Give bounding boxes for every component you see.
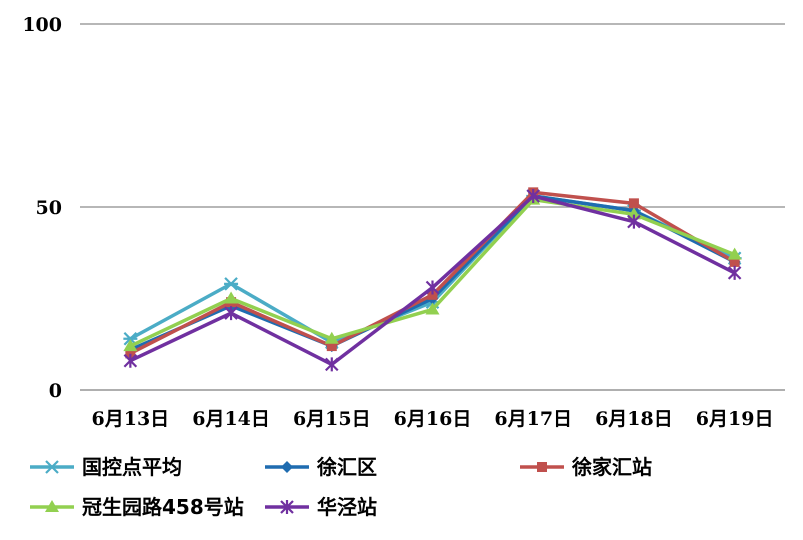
x-tick-label: 6月13日: [92, 408, 170, 430]
x-tick-label: 6月19日: [696, 408, 774, 430]
gridlines: [80, 23, 785, 391]
data-point: [224, 291, 239, 304]
data-point: [224, 277, 239, 291]
data-point: [526, 189, 540, 204]
data-point: [123, 339, 138, 352]
series-lines: [123, 187, 742, 372]
y-axis-ticks: 0 50 100: [22, 14, 62, 402]
x-tick-label: 6月16日: [394, 408, 472, 430]
legend-label: 冠生园路458号站: [82, 495, 244, 519]
x-tick-label: 6月15日: [293, 408, 371, 430]
legend-marker: [281, 461, 293, 473]
data-point: [627, 214, 641, 229]
series-2: [125, 187, 740, 359]
x-tick-label: 6月17日: [494, 408, 572, 430]
x-tick-label: 6月14日: [192, 408, 270, 430]
series-1: [124, 190, 741, 356]
data-point: [125, 348, 136, 359]
data-point: [626, 207, 641, 220]
series-line: [129, 197, 736, 348]
data-point: [425, 302, 440, 315]
data-point: [727, 265, 742, 280]
y-tick-label: 0: [49, 380, 62, 402]
legend-marker: [45, 460, 59, 474]
legend-label: 徐家汇站: [571, 455, 652, 479]
data-point: [628, 198, 639, 209]
legend-label: 华泾站: [317, 495, 377, 519]
y-tick-label: 100: [22, 14, 62, 36]
x-axis-ticks: 6月13日 6月14日 6月15日 6月16日 6月17日 6月18日 6月19日: [92, 408, 774, 430]
legend-item: 冠生园路458号站: [30, 495, 244, 519]
data-point: [727, 247, 742, 260]
legend-item: 徐汇区: [265, 455, 377, 479]
data-point: [425, 280, 440, 295]
legend-item: 国控点平均: [30, 455, 182, 479]
series-4: [123, 189, 742, 372]
legend-marker: [537, 462, 547, 472]
data-point: [123, 353, 138, 368]
series-line: [129, 194, 736, 367]
data-point: [326, 341, 337, 352]
legend-label: 国控点平均: [82, 455, 182, 479]
y-tick-label: 50: [36, 197, 62, 219]
legend-item: 华泾站: [265, 495, 377, 519]
legend-item: 徐家汇站: [520, 455, 652, 479]
data-point: [324, 331, 339, 344]
data-point: [325, 357, 339, 372]
legend-marker: [280, 500, 294, 514]
legend-label: 徐汇区: [316, 455, 377, 479]
data-point: [224, 306, 238, 321]
legend-marker: [45, 500, 59, 512]
data-point: [729, 256, 740, 267]
x-tick-label: 6月18日: [595, 408, 673, 430]
data-point: [427, 289, 438, 300]
